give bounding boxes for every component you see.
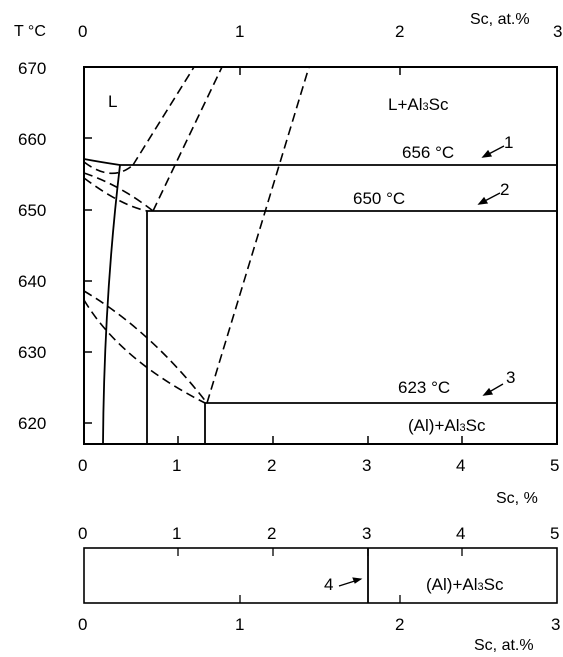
y-axis-title: T °C [14,23,46,40]
lower-bottom-tick-label: 3 [551,615,560,634]
lower-strip: 0 1 2 3 4 5 4 (Al)+Al3Sc 0 1 2 3 Sc, at.… [78,524,560,654]
lower-top-tick-label: 3 [362,524,371,543]
solvus-line [102,164,121,445]
region-liquid-plus: L+Al3Sc [388,95,449,114]
dashed-curve-1 [83,161,134,175]
liquidus-curve [83,158,121,166]
lower-bottom-tick-label: 0 [78,615,87,634]
bottom-tick-label: 0 [78,456,87,475]
y-tick-label: 620 [18,414,46,433]
bottom-axis-title: Sc, % [496,490,538,507]
temperature-650: 650 °C [353,189,405,208]
dashed-curve-2 [83,172,154,212]
dashed-curve-5 [83,299,206,404]
lower-bottom-axis-title: Sc, at.% [474,637,534,654]
bottom-tick-label: 3 [362,456,371,475]
dashed-liquidus-1 [132,66,195,166]
temperature-656: 656 °C [402,143,454,162]
arrow-2-head [477,196,489,205]
top-axis-title: Sc, at.% [470,11,530,28]
top-tick-label: 2 [395,22,404,41]
lower-top-tick-label: 1 [172,524,181,543]
bottom-tick-label: 1 [172,456,181,475]
label-arrows [477,145,505,396]
main-plot [83,66,558,445]
lower-top-tick-label: 4 [456,524,465,543]
arrow-3-head [482,387,494,396]
marker-1: 1 [504,133,513,152]
lower-bottom-tick-label: 2 [395,615,404,634]
y-tick-label: 660 [18,130,46,149]
marker-4: 4 [324,575,333,594]
lower-bottom-tick-label: 1 [235,615,244,634]
bottom-tick-label: 4 [456,456,465,475]
y-tick-label: 630 [18,343,46,362]
region-liquid: L [108,92,117,111]
bottom-tick-label: 2 [267,456,276,475]
y-tick-label: 650 [18,201,46,220]
y-tick-label: 670 [18,59,46,78]
bottom-tick-label: 5 [550,456,559,475]
lower-region-solid-plus: (Al)+Al3Sc [426,575,504,594]
top-tick-label: 3 [553,22,562,41]
dashed-metastable-lines [83,66,310,404]
region-solid-plus: (Al)+Al3Sc [408,416,486,435]
lower-frame [83,547,558,604]
y-tick-label: 640 [18,272,46,291]
marker-3: 3 [506,368,515,387]
lower-top-tick-label: 5 [550,524,559,543]
lower-top-tick-label: 2 [267,524,276,543]
dashed-liquidus-3 [206,66,310,404]
top-tick-label: 0 [78,22,87,41]
dashed-liquidus-2 [152,66,223,212]
marker-2: 2 [500,180,509,199]
arrow-4-head [352,577,363,584]
arrow-1-head [481,149,493,158]
top-tick-label: 1 [235,22,244,41]
dashed-curve-4 [83,290,208,404]
temperature-623: 623 °C [398,378,450,397]
plot-frame [83,66,558,445]
lower-top-tick-label: 0 [78,524,87,543]
dashed-curve-3 [83,177,148,212]
main-plot-labels: T °C Sc, at.% 0 1 2 3 670 660 650 640 63… [14,11,562,507]
